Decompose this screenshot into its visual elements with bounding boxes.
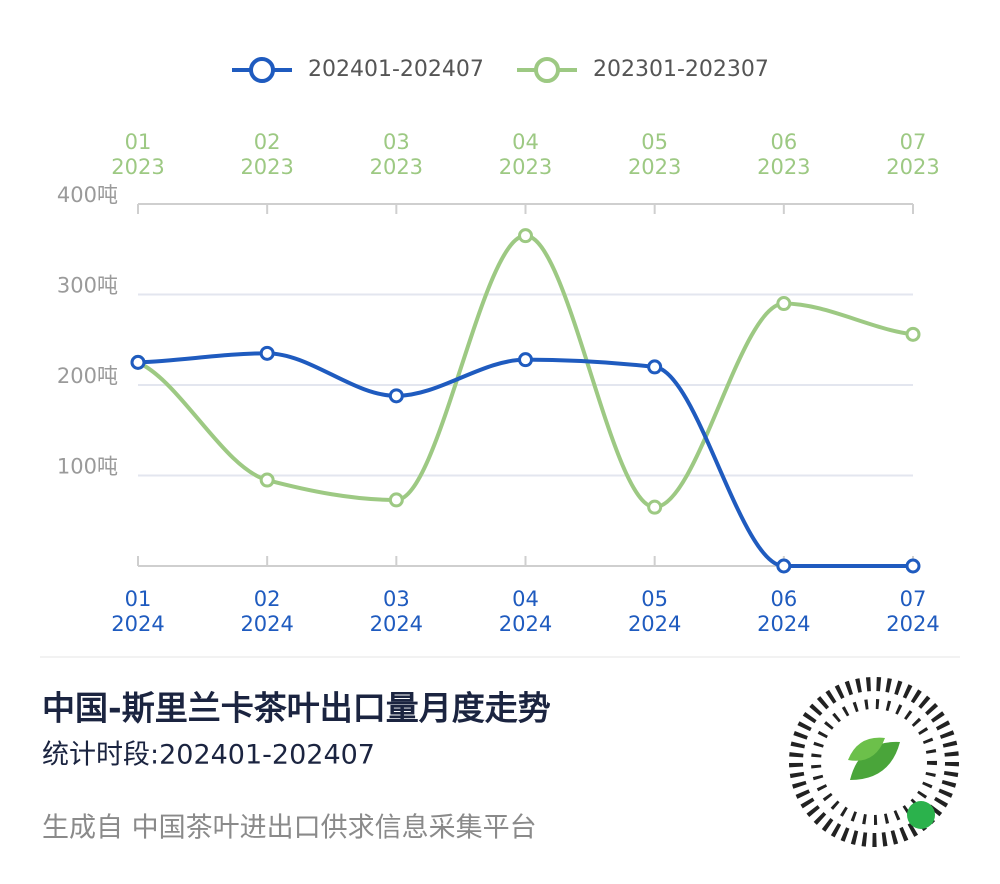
qr-ring [811,699,937,825]
x-tick-label: 2024 [757,612,810,636]
x-top-label: 03 [383,130,410,154]
x-tick-label: 06 [770,587,797,611]
qr-code [789,677,959,847]
data-point [647,499,663,515]
x-tick-label: 04 [512,587,539,611]
x-tick-label: 02 [254,587,281,611]
qr-badge [907,801,935,829]
x-top-label: 2023 [886,155,939,179]
legend-swatch-marker [534,57,560,83]
x-tick-label: 2024 [240,612,293,636]
data-point [518,352,533,368]
data-point [259,345,275,361]
data-point [905,558,921,574]
data-point [647,359,663,375]
card-source: 生成自 中国茶叶进出口供求信息采集平台 [42,813,537,844]
legend-swatch-marker [249,57,275,83]
data-point [388,388,404,404]
x-tick-label: 03 [383,587,410,611]
x-top-label: 06 [770,130,797,154]
x-top-label: 2023 [499,155,552,179]
x-top-label: 05 [641,130,668,154]
x-top-label: 2023 [757,155,810,179]
x-tick-label: 2024 [370,612,423,636]
card-subtitle: 统计时段:202401-202407 [42,740,375,771]
data-point [776,296,792,312]
y-tick-label: 100吨 [57,455,118,479]
data-point [388,492,404,508]
x-top-label: 2023 [628,155,681,179]
x-tick-label: 2024 [886,612,939,636]
x-tick-label: 05 [641,587,668,611]
x-top-label: 07 [900,130,927,154]
x-top-label: 01 [125,130,152,154]
data-point [905,326,921,342]
x-top-label: 02 [254,130,281,154]
x-top-label: 2023 [240,155,293,179]
qr-ring [789,677,959,847]
series-line [137,233,914,510]
x-tick-label: 01 [125,587,152,611]
x-tick-label: 2024 [628,612,681,636]
qr-leaf [848,737,885,761]
y-tick-label: 200吨 [57,364,118,388]
y-tick-label: 400吨 [57,183,118,207]
data-point [776,558,792,574]
legend-label: 202301-202307 [593,57,769,82]
x-top-label: 2023 [370,155,423,179]
x-tick-label: 2024 [111,612,164,636]
y-tick-label: 300吨 [57,274,118,298]
qr-leaf [850,741,900,780]
x-top-label: 04 [512,130,539,154]
legend-label: 202401-202407 [308,57,484,82]
x-top-label: 2023 [111,155,164,179]
data-point [518,228,533,244]
x-tick-label: 07 [900,587,927,611]
data-point [130,354,146,370]
data-point [259,472,275,488]
x-tick-label: 2024 [499,612,552,636]
card-title: 中国-斯里兰卡茶叶出口量月度走势 [42,689,551,728]
